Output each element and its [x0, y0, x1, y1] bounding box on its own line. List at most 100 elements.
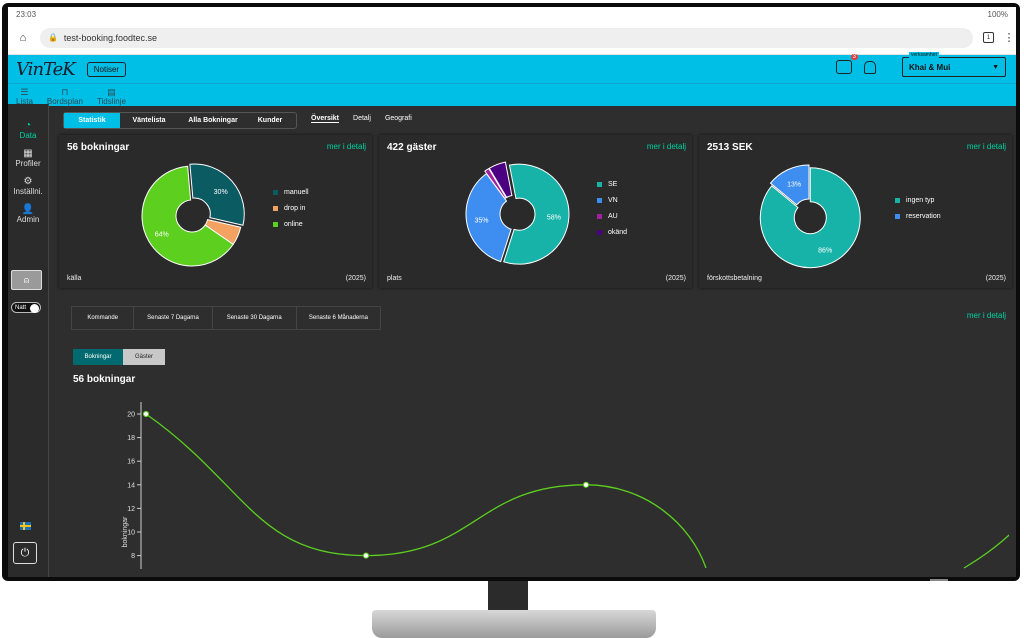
tab-statistik[interactable]: Statistik [64, 113, 120, 128]
legend-label: SE [608, 180, 618, 188]
legend-swatch [597, 197, 602, 203]
toggle-gaster[interactable]: Gäster [123, 349, 165, 365]
card-title: 56 bokningar [67, 142, 130, 153]
pie-slice[interactable] [769, 164, 810, 206]
legend-item: ingen typ [895, 192, 941, 208]
y-tick-label: 20 [127, 412, 135, 419]
tab-alla-bokningar[interactable]: Alla Bokningar [188, 117, 238, 124]
line-point[interactable] [582, 481, 590, 488]
subnav-label: Bordsplan [46, 97, 83, 106]
card-year: (2025) [345, 275, 366, 282]
legend-swatch [273, 205, 278, 211]
profiles-icon: ▦ [23, 148, 33, 159]
kebab-menu-icon[interactable]: ⋮ [1003, 32, 1015, 44]
chart-legend: ingen typ reservation [895, 192, 941, 224]
night-mode-toggle[interactable]: Natt [11, 302, 41, 313]
tabs-count-icon[interactable]: 1 [983, 32, 995, 43]
card-title: 2513 SEK [707, 142, 753, 153]
subnav-item-bordsplan[interactable]: ⊓ Bordsplan [47, 87, 83, 106]
pie-slice[interactable] [465, 172, 512, 263]
power-icon[interactable]: ⏻ [13, 542, 37, 564]
chevron-down-icon: ▼ [992, 63, 999, 71]
period-6-months[interactable]: Senaste 6 Månaderna [308, 315, 368, 321]
clipboard-clock-icon: ▤ [107, 87, 116, 97]
pie-slice[interactable] [488, 161, 513, 199]
sidebar-item-installningar[interactable]: ⚙ Inställni. [8, 176, 48, 196]
line-series [963, 534, 1009, 569]
more-detail-link[interactable]: mer i detalj [326, 142, 366, 151]
period-7-days[interactable]: Senaste 7 Dagarna [134, 307, 213, 329]
pie-slice[interactable] [484, 167, 507, 200]
logo: VinTeK [16, 58, 76, 80]
verksamhet-select[interactable]: verksamhet Khai & Mui ▼ [902, 52, 1006, 77]
y-tick-label: 12 [127, 506, 135, 513]
metric-toggle: Bokningar Gäster [73, 349, 165, 365]
more-detail-link[interactable]: mer i detalj [646, 142, 686, 151]
legend-swatch [273, 221, 278, 227]
y-tick-label: 18 [127, 435, 135, 442]
chat-icon[interactable]: 3 [836, 54, 858, 74]
url-bar[interactable]: 🔒 test-booking.foodtec.se [39, 27, 974, 48]
pie-slice[interactable] [759, 167, 861, 269]
legend-item: drop in [273, 200, 309, 216]
swedish-flag-icon[interactable] [20, 522, 31, 530]
card-title: 422 gäster [387, 142, 437, 153]
period-30-days[interactable]: Senaste 30 Dagarna [213, 307, 297, 329]
toggle-knob [30, 304, 39, 313]
stat-card: 2513 SEK mer i detalj 86% 13% ingen typ r… [699, 135, 1012, 288]
view-tab-oversikt[interactable]: Översikt [311, 115, 340, 123]
clock: 23:03 [16, 9, 37, 19]
more-detail-link[interactable]: mer i detalj [966, 142, 1006, 151]
bell-icon[interactable] [864, 60, 876, 74]
legend-label: online [284, 220, 303, 228]
period-kommande[interactable]: Kommande [72, 307, 135, 329]
pie-slice[interactable] [189, 163, 245, 226]
tab-kunder[interactable]: Kunder [257, 117, 283, 124]
sidebar-item-admin[interactable]: 👤 Admin [8, 204, 48, 224]
pie-slice-label: 13% [787, 181, 801, 188]
notiser-button[interactable]: Notiser [86, 61, 127, 77]
pie-slice[interactable] [503, 163, 570, 265]
pie-slice-label: 35% [474, 218, 488, 225]
subnav-item-tidslinje[interactable]: ▤ Tidslinje [97, 87, 126, 106]
line-point[interactable] [142, 410, 150, 418]
pie-slice-label: 64% [155, 232, 169, 239]
view-tab-detalj[interactable]: Detalj [353, 115, 371, 122]
pie-chart-icon: ◔ [24, 120, 32, 131]
gear-icon: ⚙ [23, 176, 33, 187]
toggle-bokningar[interactable]: Bokningar [73, 349, 123, 365]
list-icon: ☰ [20, 87, 29, 97]
subnav-label: Lista [16, 97, 33, 106]
legend-label: drop in [284, 204, 306, 212]
legend-item: manuell [273, 184, 309, 200]
sidebar-label: Profiler [15, 159, 41, 168]
person-icon: ⍝ [23, 274, 30, 285]
more-detail-link[interactable]: mer i detalj [966, 311, 1006, 320]
sidebar-item-data[interactable]: ◔ Data [8, 120, 48, 140]
lock-icon: 🔒 [47, 33, 58, 42]
legend-item: AU [597, 208, 627, 224]
stat-card: 422 gäster mer i detalj 58% 35% SE VN AU … [379, 135, 692, 288]
legend-item: okänd [597, 224, 627, 240]
donut-chart: 30% 64% [141, 163, 245, 267]
avatar-button[interactable]: ⍝ [11, 270, 42, 290]
screen: 23:03 100% ⌂ 🔒 test-booking.foodtec.se 1… [8, 7, 1016, 577]
y-tick-label: 10 [127, 530, 135, 537]
line-point[interactable] [362, 552, 370, 559]
pie-slice[interactable] [141, 165, 234, 267]
night-mode-label: Natt [15, 304, 27, 311]
home-icon[interactable]: ⌂ [19, 31, 27, 44]
main-content: Statistik Väntelista Alla Bokningar Kund… [49, 104, 1016, 577]
sidebar-label: Inställni. [13, 187, 43, 196]
sidebar-item-profiler[interactable]: ▦ Profiler [8, 148, 48, 168]
tab-vantelista[interactable]: Väntelista [132, 117, 166, 124]
card-year: (2025) [985, 275, 1006, 282]
legend-swatch [597, 229, 602, 235]
legend-swatch [597, 181, 602, 187]
stat-card: 56 bokningar mer i detalj 30% 64% manuell… [59, 135, 372, 288]
legend-label: AU [608, 212, 618, 220]
app-body: ◔ Data ▦ Profiler ⚙ Inställni. 👤 Admin ⍝ Nat… [8, 104, 1016, 577]
view-tab-geografi[interactable]: Geografi [384, 115, 412, 122]
card-year: (2025) [665, 275, 686, 282]
subnav-item-lista[interactable]: ☰ Lista [16, 87, 33, 106]
